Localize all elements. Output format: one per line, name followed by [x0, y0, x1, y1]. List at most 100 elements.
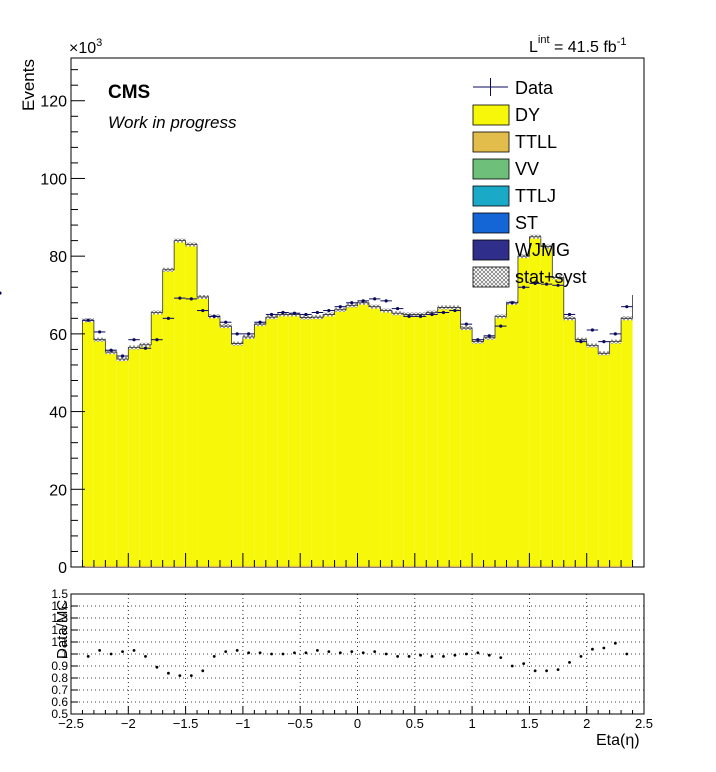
ratio-point — [499, 656, 503, 659]
ratio-point — [327, 650, 331, 653]
ratio-point — [464, 652, 468, 656]
ratio-point — [591, 647, 594, 651]
ratio-point — [224, 650, 228, 653]
dy-bar — [460, 328, 473, 567]
ttll-bar — [483, 565, 496, 567]
dy-bar — [495, 316, 507, 567]
y-tick-label: 60 — [49, 327, 67, 344]
dy-bar — [540, 246, 553, 567]
ratio-x-axis: −2.5 −2 −1.5 −1 −0.5 0 0.5 1 1.5 2 2.5 — [58, 706, 653, 731]
legend-item-ttlj: TTLJ — [472, 185, 556, 207]
dy-bar — [346, 305, 358, 567]
ratio-point — [315, 649, 319, 652]
ttll-bar — [82, 565, 94, 567]
legend-swatch — [472, 212, 510, 234]
dy-bar — [116, 359, 129, 567]
ratio-y-tick-label: 0.8 — [51, 671, 68, 685]
ttll-bar — [449, 565, 461, 567]
ttll-bar — [151, 565, 163, 567]
data-point — [556, 283, 560, 287]
ttll-bar — [346, 565, 358, 567]
data-point — [178, 296, 182, 300]
ratio-point — [579, 655, 583, 658]
ratio-y-tick-label: 1 — [61, 647, 68, 661]
data-point — [396, 307, 400, 311]
data-point — [132, 338, 136, 342]
legend-label: Data — [515, 78, 554, 98]
ttll-bar — [495, 565, 507, 567]
ratio-points — [86, 641, 629, 677]
y-tick-label: 20 — [49, 482, 67, 499]
experiment-label: CMS — [108, 82, 150, 103]
ratio-point — [419, 653, 422, 657]
data-point — [579, 340, 583, 344]
ratio-point — [396, 655, 400, 658]
dy-bar — [208, 316, 220, 567]
dy-bar — [254, 324, 266, 567]
data-point — [120, 354, 125, 358]
ratio-point — [212, 655, 216, 658]
ratio-point — [247, 651, 251, 655]
x-tick-label: −2.5 — [58, 716, 84, 731]
legend-swatch — [472, 158, 510, 180]
data-point — [350, 301, 354, 305]
main-y-axis: 0 20 40 60 80 100 120 — [40, 69, 85, 577]
data-point — [201, 308, 205, 313]
ttll-bar — [621, 565, 633, 567]
dy-bar — [357, 302, 369, 567]
ratio-point — [430, 655, 434, 658]
ttll-bar — [93, 565, 106, 567]
legend-item-vv: VV — [472, 158, 539, 180]
ttll-bar — [552, 565, 564, 567]
dy-bar — [391, 313, 404, 567]
dy-bar — [506, 302, 518, 567]
y-exponent-label: ×103 — [69, 37, 102, 57]
ttll-bar — [586, 565, 599, 567]
data-point — [258, 320, 262, 324]
x-tick-label: −1 — [235, 716, 250, 731]
ratio-point — [373, 650, 377, 653]
dy-bar — [105, 352, 117, 567]
legend-item-data: Data — [473, 78, 554, 98]
main-x-axis — [70, 553, 645, 567]
ttll-bar — [368, 565, 381, 567]
ttll-bar — [139, 565, 152, 567]
dy-bar — [288, 314, 301, 567]
legend-swatch — [472, 185, 510, 207]
ratio-point — [533, 669, 537, 673]
data-point — [510, 301, 514, 305]
dy-bar — [277, 314, 289, 567]
dy-bar — [472, 341, 484, 567]
ttll-bar — [288, 565, 301, 567]
dy-bar — [174, 240, 186, 567]
dy-bar — [219, 326, 232, 567]
ttll-bar — [185, 565, 198, 567]
ttll-bar — [162, 565, 175, 567]
x-tick-label: 0.5 — [406, 716, 424, 731]
data-point — [304, 312, 308, 317]
ttll-bar — [242, 565, 255, 567]
ratio-point — [442, 655, 445, 658]
ratio-point — [98, 649, 102, 652]
x-tick-label: 0 — [354, 716, 361, 731]
ttll-bar — [460, 565, 473, 567]
dy-bar — [621, 318, 633, 567]
data-point — [441, 310, 446, 315]
y-tick-label: 100 — [40, 171, 67, 188]
ttll-bar — [197, 565, 209, 567]
x-tick-label: 1.5 — [520, 716, 538, 731]
dy-bar — [552, 277, 564, 567]
data-point — [327, 308, 331, 313]
dy-bar — [242, 336, 255, 567]
ratio-y-tick-label: 0.9 — [51, 659, 68, 673]
ratio-point — [338, 651, 342, 655]
ratio-point — [304, 651, 308, 655]
ratio-point — [556, 668, 560, 671]
ttll-bar — [391, 565, 404, 567]
legend-item-st: ST — [472, 212, 538, 234]
ratio-y-tick-label: 0.6 — [51, 695, 68, 709]
data-point — [430, 312, 434, 317]
x-tick-label: −2 — [121, 716, 136, 731]
ratio-point — [121, 650, 124, 653]
